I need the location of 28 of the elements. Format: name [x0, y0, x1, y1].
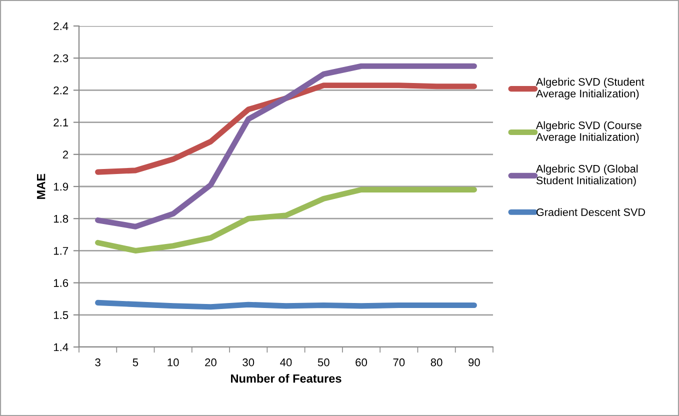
y-tick-label: 1.4: [54, 343, 68, 352]
y-tick-label: 1.5: [54, 311, 68, 320]
legend-label: Algebric SVD (Global Student Initialization): [536, 164, 638, 186]
x-tick-label: 40: [280, 358, 292, 366]
y-tick-label: 1.9: [54, 182, 68, 191]
x-tick-label: 10: [168, 358, 179, 366]
y-tick-label: 2.3: [54, 54, 68, 62]
x-tick-label: 60: [356, 358, 368, 366]
y-tick-label: 2.2: [54, 86, 68, 94]
x-tick-label: 5: [132, 358, 138, 366]
legend-label: Algebric SVD (Student Average Initialization): [536, 78, 644, 100]
legend-label: Gradient Descent SVD: [536, 208, 646, 216]
x-tick-label: 20: [205, 358, 216, 366]
y-tick-label: 1.6: [54, 279, 68, 287]
x-tick-label: 30: [242, 358, 254, 366]
y-tick-label: 2.1: [54, 118, 68, 126]
legend-label: Algebric SVD (Course Average Initialization): [536, 121, 642, 143]
y-tick-label: 1.8: [54, 214, 68, 223]
x-tick-label: 70: [393, 358, 405, 366]
x-tick-label: 50: [318, 358, 330, 366]
x-tick-label: 80: [430, 358, 442, 366]
y-tick-label: 2.4: [54, 22, 68, 30]
x-tick-label: 90: [468, 358, 480, 366]
y-axis-title: MAE: [37, 174, 46, 199]
x-axis-title: Number of Features: [231, 374, 342, 383]
x-tick-label: 3: [95, 358, 100, 366]
y-tick-label: 1.7: [54, 247, 68, 255]
y-tick-label: 2: [62, 150, 68, 158]
